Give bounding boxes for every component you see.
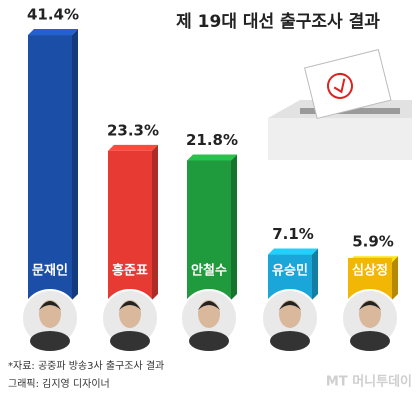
photo-hair xyxy=(198,301,220,310)
photo-body xyxy=(350,331,390,351)
value-label: 21.8% xyxy=(186,131,238,149)
bar-top xyxy=(28,29,78,36)
category-label: 문재인 xyxy=(32,263,68,279)
source-note: *자료: 공중파 방송3사 출구조사 결과 xyxy=(8,360,164,372)
bar-side xyxy=(72,29,78,300)
name-box xyxy=(187,258,231,282)
name-box xyxy=(108,258,152,282)
photo-hair xyxy=(39,301,61,310)
candidate-photo xyxy=(21,289,79,351)
category-label: 홍준표 xyxy=(112,263,148,279)
photo-face xyxy=(359,300,381,328)
bar-top xyxy=(187,154,237,161)
candidate-photo xyxy=(341,289,399,351)
name-box xyxy=(28,258,72,282)
candidate-photo xyxy=(180,289,238,351)
photo-face xyxy=(39,300,61,328)
category-label: 안철수 xyxy=(191,263,227,279)
value-label: 7.1% xyxy=(272,225,314,243)
photo-body xyxy=(189,331,229,351)
photo-hair xyxy=(359,301,381,310)
credit-note: 그래픽: 김지영 디자이너 xyxy=(8,378,110,390)
ballot-box-illustration xyxy=(268,49,412,160)
name-box xyxy=(348,258,392,282)
name-box xyxy=(268,258,312,282)
bar xyxy=(28,35,72,300)
bar-side xyxy=(231,154,237,300)
photo-face xyxy=(279,300,301,328)
photo-face xyxy=(119,300,141,328)
value-label: 23.3% xyxy=(107,121,159,139)
bar-top xyxy=(108,144,158,151)
value-label: 5.9% xyxy=(352,233,394,251)
photo-body xyxy=(30,331,70,351)
category-label: 유승민 xyxy=(272,263,308,279)
photo-body xyxy=(270,331,310,351)
bar-side xyxy=(392,256,398,300)
photo-hair xyxy=(279,301,301,310)
photo-body xyxy=(110,331,150,351)
photo-hair xyxy=(119,301,141,310)
category-label: 심상정 xyxy=(352,263,388,279)
bar-top xyxy=(268,248,318,255)
bar-side xyxy=(152,144,158,300)
chart-title: 제 19대 대선 출구조사 결과 xyxy=(176,12,380,32)
photo-face xyxy=(198,300,220,328)
candidate-photo xyxy=(261,289,319,351)
candidate-photo xyxy=(101,289,159,351)
bar-side xyxy=(312,248,318,300)
value-label: 41.4% xyxy=(27,6,79,24)
watermark: MT 머니투데이 xyxy=(326,374,412,390)
